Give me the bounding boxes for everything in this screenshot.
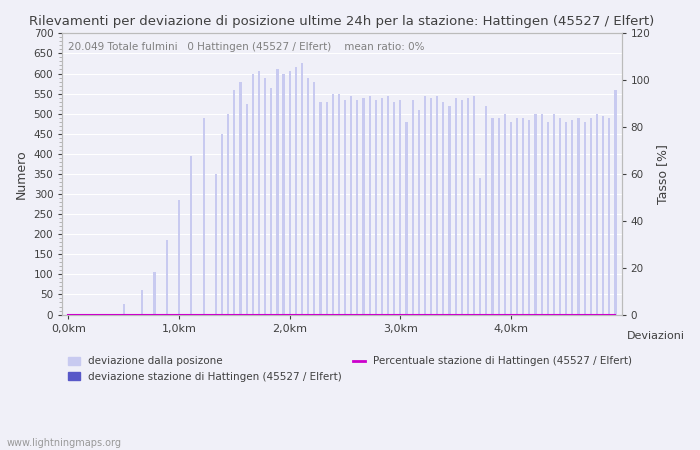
- Bar: [264, 77, 266, 315]
- Bar: [135, 314, 137, 315]
- Bar: [67, 314, 69, 315]
- Bar: [498, 118, 500, 315]
- Bar: [197, 314, 199, 315]
- Bar: [436, 95, 438, 315]
- Bar: [412, 99, 414, 315]
- Bar: [480, 178, 482, 315]
- Bar: [301, 63, 303, 315]
- Bar: [184, 314, 186, 315]
- Bar: [344, 99, 346, 315]
- Bar: [288, 72, 290, 315]
- Bar: [233, 90, 235, 315]
- Bar: [454, 98, 456, 315]
- Bar: [596, 114, 598, 315]
- Bar: [147, 314, 149, 315]
- Text: Deviazioni: Deviazioni: [627, 331, 685, 342]
- Bar: [74, 314, 76, 315]
- Bar: [98, 314, 100, 315]
- Bar: [104, 314, 106, 315]
- Bar: [129, 314, 131, 315]
- Bar: [326, 102, 328, 315]
- Bar: [178, 200, 180, 315]
- Bar: [307, 77, 309, 315]
- Bar: [485, 106, 487, 315]
- Bar: [111, 314, 113, 315]
- Bar: [399, 99, 401, 315]
- Bar: [565, 122, 567, 315]
- Bar: [615, 90, 617, 315]
- Bar: [584, 122, 586, 315]
- Bar: [540, 114, 542, 315]
- Bar: [92, 314, 94, 315]
- Bar: [418, 110, 420, 315]
- Bar: [332, 94, 334, 315]
- Bar: [381, 98, 383, 315]
- Bar: [117, 314, 119, 315]
- Bar: [356, 99, 358, 315]
- Bar: [141, 290, 144, 315]
- Bar: [449, 106, 451, 315]
- Bar: [405, 122, 407, 315]
- Bar: [160, 314, 162, 315]
- Bar: [228, 114, 230, 315]
- Bar: [553, 114, 555, 315]
- Text: 20.049 Totale fulmini   0 Hattingen (45527 / Elfert)    mean ratio: 0%: 20.049 Totale fulmini 0 Hattingen (45527…: [68, 42, 424, 52]
- Bar: [276, 69, 279, 315]
- Bar: [215, 174, 217, 315]
- Bar: [559, 118, 561, 315]
- Bar: [166, 240, 168, 315]
- Bar: [86, 314, 88, 315]
- Bar: [461, 99, 463, 315]
- Bar: [473, 95, 475, 315]
- Bar: [295, 68, 297, 315]
- Bar: [504, 114, 506, 315]
- Bar: [424, 95, 426, 315]
- Bar: [338, 94, 340, 315]
- Bar: [122, 305, 125, 315]
- Title: Rilevamenti per deviazione di posizione ultime 24h per la stazione: Hattingen (4: Rilevamenti per deviazione di posizione …: [29, 15, 654, 28]
- Bar: [516, 118, 518, 315]
- Bar: [578, 118, 580, 315]
- Bar: [350, 95, 352, 315]
- Bar: [571, 120, 573, 315]
- Bar: [547, 122, 549, 315]
- Bar: [153, 272, 155, 315]
- Bar: [374, 99, 377, 315]
- Bar: [590, 118, 592, 315]
- Bar: [510, 122, 512, 315]
- Bar: [283, 73, 285, 315]
- Bar: [313, 81, 316, 315]
- Bar: [491, 118, 494, 315]
- Bar: [368, 95, 371, 315]
- Text: www.lightningmaps.org: www.lightningmaps.org: [7, 438, 122, 448]
- Bar: [528, 120, 531, 315]
- Bar: [270, 88, 272, 315]
- Bar: [258, 72, 260, 315]
- Bar: [522, 118, 524, 315]
- Bar: [209, 314, 211, 315]
- Bar: [467, 98, 469, 315]
- Bar: [246, 104, 248, 315]
- Bar: [393, 102, 395, 315]
- Y-axis label: Tasso [%]: Tasso [%]: [656, 144, 669, 204]
- Bar: [172, 314, 174, 315]
- Bar: [430, 98, 432, 315]
- Bar: [190, 156, 192, 315]
- Legend: deviazione dalla posizone, deviazione stazione di Hattingen (45527 / Elfert), Pe: deviazione dalla posizone, deviazione st…: [67, 356, 632, 382]
- Bar: [202, 118, 205, 315]
- Bar: [363, 98, 365, 315]
- Bar: [221, 134, 223, 315]
- Bar: [252, 73, 254, 315]
- Y-axis label: Numero: Numero: [15, 149, 28, 199]
- Bar: [80, 314, 82, 315]
- Bar: [387, 95, 389, 315]
- Bar: [608, 118, 610, 315]
- Bar: [602, 116, 604, 315]
- Bar: [535, 114, 537, 315]
- Bar: [319, 102, 321, 315]
- Bar: [239, 81, 241, 315]
- Bar: [442, 102, 444, 315]
